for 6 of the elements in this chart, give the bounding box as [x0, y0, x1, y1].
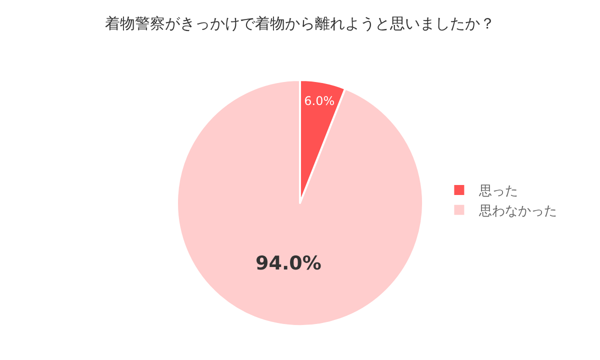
legend-label: 思わなかった — [478, 204, 558, 219]
data-label: 94.0% — [256, 252, 322, 274]
pie-slice — [176, 79, 424, 327]
chart-title: 着物警察がきっかけで着物から離れようと思いましたか？ — [105, 14, 495, 32]
data-label: 6.0% — [304, 94, 335, 108]
legend-label: 思った — [478, 184, 518, 200]
